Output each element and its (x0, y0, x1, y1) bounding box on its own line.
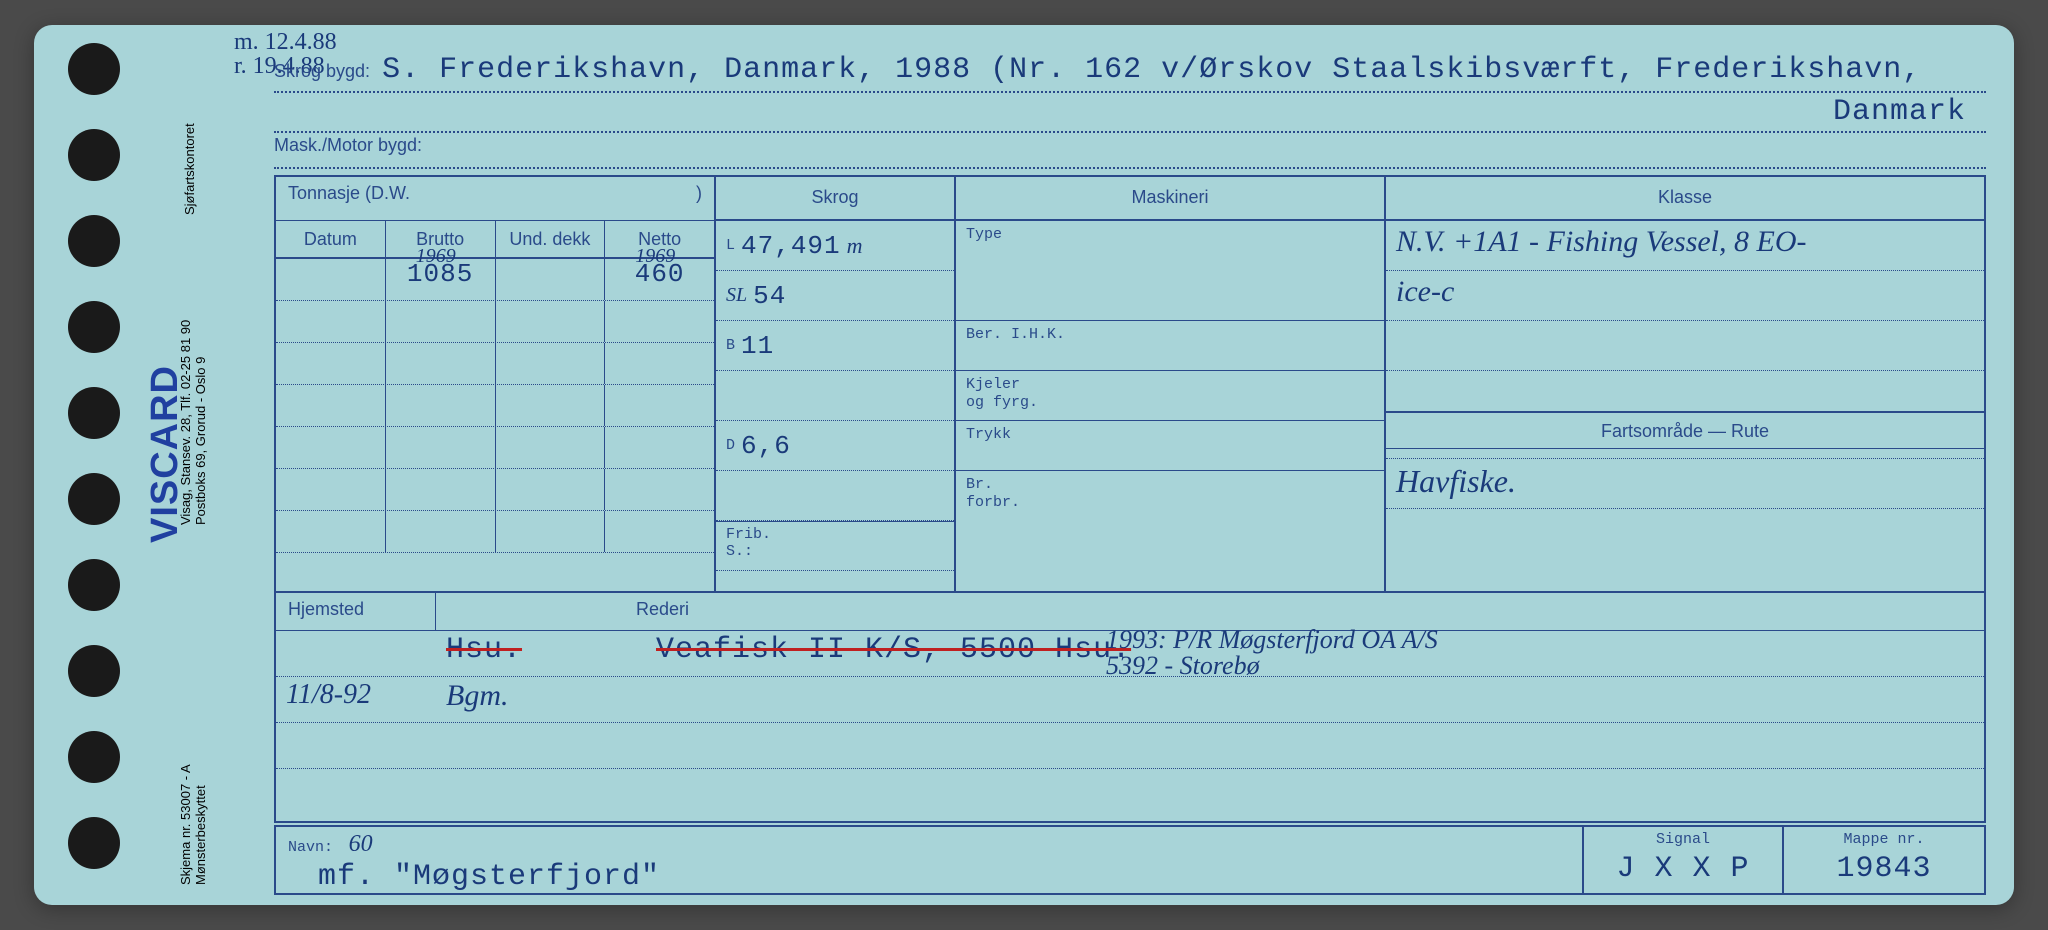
ber-label: Ber. I.H.K. (966, 326, 1065, 343)
trykk-label: Trykk (966, 426, 1011, 443)
maskineri-section: Maskineri Type Ber. I.H.K. Kjeler og fyr… (956, 177, 1386, 591)
hjem-row-1: Hsu. Veafisk II K/S, 5500 Hsu. 1993: P/R… (276, 631, 1984, 677)
klasse-hw1: N.V. +1A1 - Fishing Vessel, 8 EO- (1396, 225, 1807, 258)
mappe-box: Mappe nr. 19843 (1784, 827, 1984, 893)
side-top-text: Sjøfartskontoret (182, 65, 197, 215)
index-card: VISCARD Visag, Stansev. 28, Tlf. 02-25 8… (34, 25, 2014, 905)
col-datum: Datum (276, 221, 386, 257)
side-address: Visag, Stansev. 28, Tlf. 02-25 81 90Post… (178, 295, 208, 525)
hsu-struck: Hsu. (446, 633, 522, 667)
b-val: 11 (741, 331, 774, 361)
skrog-bygd-label: Skrog bygd: (274, 61, 370, 82)
kjel-label: Kjeler (966, 376, 1020, 393)
skrog-bygd-value2: Danmark (1833, 95, 1966, 129)
punch-holes (60, 25, 130, 905)
tonnasje-section: Tonnasje (D.W. ) Datum Brutto Und. dekk … (276, 177, 716, 591)
navn-value: mf. "Møgsterfjord" (318, 860, 1570, 894)
navn-label: Navn: (288, 839, 333, 856)
main-grid: Tonnasje (D.W. ) Datum Brutto Und. dekk … (274, 175, 1986, 823)
farts-label: Fartsområde — Rute (1386, 411, 1984, 449)
l-label: L (726, 237, 735, 254)
kjel-label2: og fyrg. (966, 394, 1038, 411)
l-val: 47,491 (741, 231, 841, 261)
hjem-hw: Bgm. (446, 679, 509, 713)
skrog-bygd-row: Skrog bygd: S. Frederikshavn, Danmark, 1… (274, 53, 1986, 93)
mask-bygd-row: Mask./Motor bygd: (274, 135, 1986, 169)
tonnasje-close: ) (696, 183, 702, 214)
signal-label: Signal (1596, 831, 1770, 848)
farts-hw: Havfiske. (1396, 463, 1516, 499)
forbr-label: forbr. (966, 494, 1020, 511)
d-val: 6,6 (741, 431, 791, 461)
hjemsted-label: Hjemsted (276, 593, 436, 630)
signal-value: J X X P (1596, 852, 1770, 886)
skrog-title: Skrog (716, 177, 954, 221)
hjemsted-section: Hjemsted Rederi Hsu. Veafisk II K/S, 550… (276, 591, 1984, 821)
l-unit: m (847, 233, 863, 259)
b-label: B (726, 337, 735, 354)
mappe-value: 19843 (1796, 852, 1972, 886)
sl-label: SL (726, 284, 747, 307)
type-label: Type (966, 226, 1002, 243)
hjem-date: 11/8-92 (286, 679, 371, 711)
hjem-row-2: 11/8-92 Bgm. (276, 677, 1984, 723)
signal-box: Signal J X X P (1584, 827, 1784, 893)
sl-val: 54 (753, 281, 786, 311)
s-label: S.: (726, 543, 753, 560)
form-area: Skrog bygd: S. Frederikshavn, Danmark, 1… (224, 35, 1986, 895)
tonnasje-label: Tonnasje (D.W. (288, 183, 410, 214)
klasse-section: Klasse N.V. +1A1 - Fishing Vessel, 8 EO-… (1386, 177, 1984, 591)
col-unddekk: Und. dekk (496, 221, 606, 257)
mappe-label: Mappe nr. (1796, 831, 1972, 848)
tonnasje-row-1: 1969 1085 1969 460 (276, 259, 714, 301)
navn-box: Navn: 60 mf. "Møgsterfjord" (276, 827, 1584, 893)
klasse-hw2: ice-c (1396, 275, 1454, 308)
d-label: D (726, 437, 735, 454)
mask-bygd-label: Mask./Motor bygd: (274, 135, 422, 156)
skrog-bygd-row2: Danmark (274, 95, 1986, 133)
frib-label: Frib. (726, 526, 771, 543)
side-bottom-text: Skjema nr. 53007 - AMønsterbeskyttet (178, 665, 208, 885)
navn-hw: 60 (349, 831, 373, 857)
maskineri-title: Maskineri (956, 177, 1384, 221)
klasse-title: Klasse (1386, 177, 1984, 221)
skrog-section: Skrog L 47,491 m SL 54 B 11 D 6,6 (716, 177, 956, 591)
skrog-bygd-value: S. Frederikshavn, Danmark, 1988 (Nr. 162… (382, 53, 1921, 87)
br-label: Br. (966, 476, 993, 493)
bottom-bar: Navn: 60 mf. "Møgsterfjord" Signal J X X… (274, 825, 1986, 895)
rederi-struck: Veafisk II K/S, 5500 Hsu. (656, 633, 1131, 667)
brutto-year: 1969 (416, 245, 456, 268)
netto-year: 1969 (635, 245, 675, 268)
